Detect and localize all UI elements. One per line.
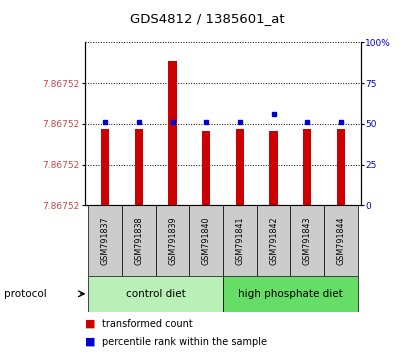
Text: ■: ■ <box>85 319 95 329</box>
FancyBboxPatch shape <box>257 205 290 276</box>
FancyBboxPatch shape <box>156 205 189 276</box>
Bar <box>168 61 177 205</box>
FancyBboxPatch shape <box>189 205 223 276</box>
FancyBboxPatch shape <box>88 276 223 312</box>
Text: ■: ■ <box>85 337 95 347</box>
Text: GSM791843: GSM791843 <box>303 216 312 265</box>
FancyBboxPatch shape <box>88 205 122 276</box>
Text: GSM791842: GSM791842 <box>269 216 278 265</box>
Text: percentile rank within the sample: percentile rank within the sample <box>102 337 267 347</box>
Bar <box>236 129 244 205</box>
Bar <box>202 131 210 205</box>
Text: transformed count: transformed count <box>102 319 193 329</box>
Text: GSM791839: GSM791839 <box>168 216 177 265</box>
Text: GDS4812 / 1385601_at: GDS4812 / 1385601_at <box>130 12 285 25</box>
Text: GSM791844: GSM791844 <box>336 216 345 265</box>
Bar <box>303 129 311 205</box>
Bar <box>135 129 143 205</box>
FancyBboxPatch shape <box>122 205 156 276</box>
Text: GSM791838: GSM791838 <box>134 216 144 265</box>
Text: protocol: protocol <box>4 289 47 299</box>
FancyBboxPatch shape <box>223 205 257 276</box>
Text: high phosphate diet: high phosphate diet <box>238 289 343 299</box>
FancyBboxPatch shape <box>324 205 358 276</box>
FancyBboxPatch shape <box>290 205 324 276</box>
Text: GSM791841: GSM791841 <box>235 216 244 265</box>
Bar <box>101 129 110 205</box>
Bar <box>337 129 345 205</box>
Bar <box>269 131 278 205</box>
FancyBboxPatch shape <box>223 276 358 312</box>
Text: GSM791840: GSM791840 <box>202 216 211 265</box>
Text: control diet: control diet <box>126 289 186 299</box>
Text: GSM791837: GSM791837 <box>101 216 110 265</box>
